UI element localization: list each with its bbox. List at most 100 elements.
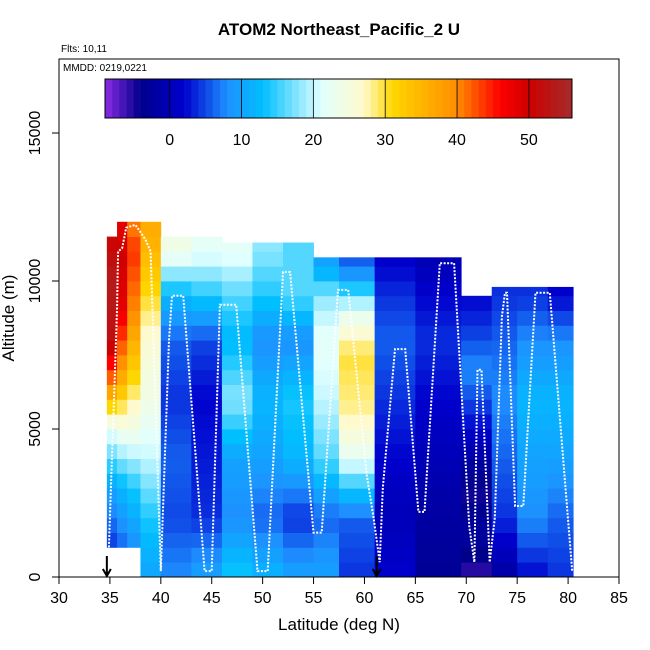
heatmap-cell xyxy=(374,384,416,400)
heatmap-cell xyxy=(127,325,141,341)
heatmap-cell xyxy=(339,547,376,563)
heatmap-cell xyxy=(491,355,518,371)
heatmap-cell xyxy=(547,473,574,489)
x-tick-label: 85 xyxy=(610,590,628,607)
x-axis-label: Latitude (deg N) xyxy=(278,615,400,634)
heatmap-cell xyxy=(160,429,192,445)
colorbar-tick-label: 20 xyxy=(304,132,322,149)
heatmap-cell xyxy=(415,325,462,341)
colorbar-tick-label: 30 xyxy=(376,132,394,149)
heatmap-cell xyxy=(252,295,284,311)
heatmap-cell xyxy=(140,325,162,341)
colorbar-swatch xyxy=(478,79,487,118)
heatmap-cell xyxy=(374,443,416,459)
heatmap-cell xyxy=(140,503,162,519)
heatmap-cell xyxy=(461,532,493,548)
colorbar-swatch xyxy=(485,79,494,118)
heatmap-cell xyxy=(283,414,314,430)
heatmap-cell xyxy=(252,532,284,548)
x-tick-label: 65 xyxy=(406,590,424,607)
heatmap-cell xyxy=(160,295,192,311)
heatmap-cell xyxy=(415,369,462,385)
x-axis: 30 35 40 45 50 55 60 65 70 75 80 85 xyxy=(50,577,628,607)
heatmap-cell xyxy=(374,399,416,415)
x-tick-label: 70 xyxy=(457,590,475,607)
heatmap-cell xyxy=(313,532,340,548)
colorbar-swatch xyxy=(413,79,422,118)
colorbar-swatch xyxy=(543,79,551,118)
heatmap-cell xyxy=(106,429,118,445)
heatmap-cells xyxy=(106,221,574,578)
heatmap-cell xyxy=(252,399,284,415)
heatmap-cell xyxy=(339,562,376,578)
heatmap-cell xyxy=(160,532,192,548)
heatmap-cell xyxy=(160,384,192,400)
heatmap-cell xyxy=(517,458,549,474)
heatmap-cell xyxy=(313,562,340,578)
heatmap-cell xyxy=(491,310,518,326)
heatmap-cell xyxy=(191,384,223,400)
heatmap-cell xyxy=(339,443,376,459)
heatmap-cell xyxy=(252,340,284,356)
heatmap-cell xyxy=(374,257,416,267)
colorbar-swatch xyxy=(378,79,386,118)
heatmap-cell xyxy=(415,562,462,578)
heatmap-cell xyxy=(106,236,118,252)
heatmap-cell xyxy=(491,295,518,311)
colorbar-swatch xyxy=(449,79,458,118)
heatmap-cell xyxy=(160,266,192,282)
heatmap-cell xyxy=(127,532,141,548)
heatmap-cell xyxy=(117,488,128,504)
heatmap-cell xyxy=(106,384,118,400)
heatmap-cell xyxy=(339,517,376,533)
heatmap-cell xyxy=(491,414,518,430)
heatmap-cell xyxy=(339,325,376,341)
heatmap-cell xyxy=(339,429,376,445)
heatmap-cell xyxy=(252,281,284,297)
colorbar-swatch xyxy=(564,79,573,118)
heatmap-cell xyxy=(313,340,340,356)
heatmap-cell xyxy=(117,458,128,474)
heatmap-cell xyxy=(491,488,518,504)
heatmap-cell xyxy=(106,414,118,430)
colorbar-swatch xyxy=(212,79,221,118)
heatmap-cell xyxy=(547,443,574,459)
heatmap-cell xyxy=(415,414,462,430)
heatmap-cell xyxy=(127,251,141,267)
heatmap-cell xyxy=(517,562,549,578)
heatmap-cell xyxy=(160,547,192,563)
heatmap-cell xyxy=(221,325,253,341)
heatmap-cell xyxy=(127,266,141,282)
heatmap-cell xyxy=(283,251,314,267)
heatmap-cell xyxy=(191,236,223,252)
heatmap-cell xyxy=(491,517,518,533)
heatmap-cell xyxy=(374,429,416,445)
heatmap-cell xyxy=(339,355,376,371)
colorbar-swatch xyxy=(313,79,321,118)
y-tick-label: 15000 xyxy=(27,111,44,156)
colorbar-swatch xyxy=(435,79,444,118)
heatmap-cell xyxy=(313,414,340,430)
heatmap-cell xyxy=(140,547,162,563)
heatmap-cell xyxy=(283,369,314,385)
x-tick-label: 75 xyxy=(508,590,526,607)
heatmap-cell xyxy=(283,281,314,297)
heatmap-cell xyxy=(221,251,253,267)
heatmap-cell xyxy=(191,369,223,385)
heatmap-cell xyxy=(313,473,340,489)
heatmap-cell xyxy=(517,443,549,459)
colorbar-swatch xyxy=(227,79,235,118)
colorbar-swatch xyxy=(356,79,365,118)
heatmap-cell xyxy=(191,355,223,371)
heatmap-cell xyxy=(191,488,223,504)
flight-track xyxy=(107,223,574,573)
x-tick-label: 50 xyxy=(254,590,272,607)
heatmap-cell xyxy=(127,295,141,311)
heatmap-cell xyxy=(140,429,162,445)
heatmap-cell xyxy=(252,517,284,533)
heatmap-cell xyxy=(339,532,376,548)
heatmap-cell xyxy=(221,503,253,519)
colorbar-swatch xyxy=(457,79,465,118)
colorbar-swatch xyxy=(406,79,415,118)
colorbar-swatch xyxy=(464,79,472,118)
